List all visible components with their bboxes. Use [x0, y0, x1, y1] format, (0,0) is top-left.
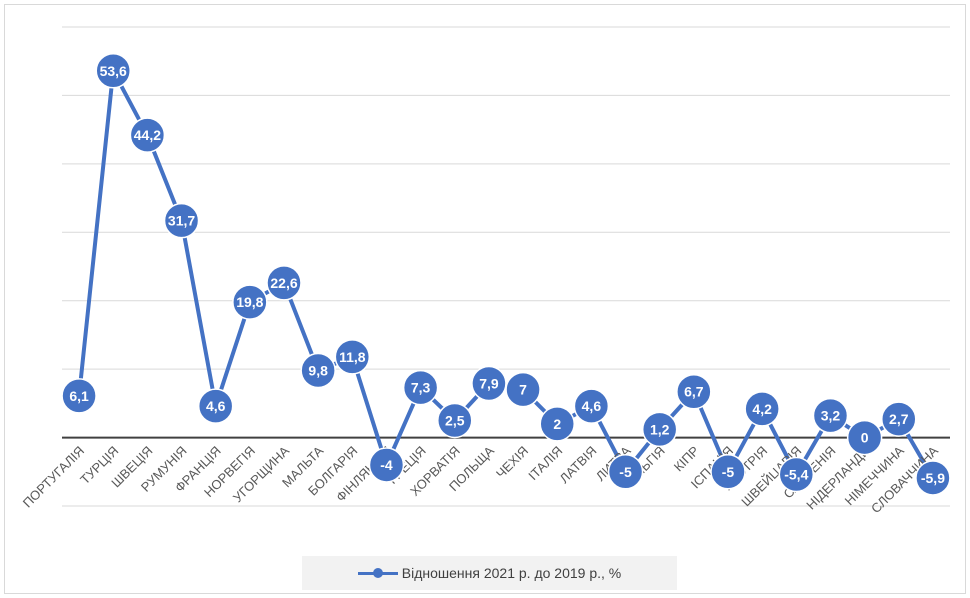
- data-point: [812, 397, 849, 434]
- data-label: -4: [380, 457, 393, 473]
- data-point: [915, 460, 951, 496]
- data-point: [744, 391, 780, 427]
- data-point: [197, 388, 234, 424]
- data-label: 6,7: [684, 384, 704, 400]
- data-point: [471, 365, 507, 402]
- data-label: 7,3: [411, 380, 431, 396]
- data-point: [95, 53, 131, 89]
- data-label: 1,2: [650, 421, 670, 437]
- legend-label: Відношення 2021 р. до 2019 р., %: [401, 565, 622, 581]
- data-label: -5: [619, 464, 632, 480]
- data-label: 4,2: [752, 401, 772, 417]
- data-label: 22,6: [270, 275, 297, 291]
- data-label: 53,6: [100, 63, 127, 79]
- data-label: 44,2: [134, 127, 161, 143]
- data-point: [607, 454, 644, 490]
- data-point: [232, 284, 268, 320]
- chart-frame: [4, 4, 966, 594]
- data-label: 4,6: [206, 398, 226, 414]
- data-label: 7,9: [479, 376, 499, 392]
- data-point: [846, 419, 883, 456]
- data-point: [129, 117, 166, 153]
- data-point: [334, 339, 371, 375]
- data-label: 11,8: [339, 349, 366, 365]
- x-tick-label: ЧЕХІЯ: [493, 443, 531, 481]
- x-tick-label: ЛАТВІЯ: [557, 443, 600, 486]
- x-tick-label: КІПР: [671, 443, 702, 474]
- data-label: 2,7: [889, 411, 909, 427]
- data-point: [881, 401, 917, 437]
- data-label: -5,4: [784, 467, 808, 483]
- data-label: -5: [722, 464, 735, 480]
- data-label: 0: [861, 430, 869, 446]
- data-label: 2: [553, 416, 561, 432]
- data-point: [505, 371, 541, 408]
- data-label: 2,5: [445, 412, 465, 428]
- data-point: [573, 388, 610, 424]
- legend: Відношення 2021 р. до 2019 р., %: [302, 556, 677, 590]
- data-point: [710, 454, 746, 490]
- data-point: [368, 447, 405, 483]
- data-label: 4,6: [582, 398, 602, 414]
- data-point: [437, 402, 473, 439]
- data-point: [676, 373, 712, 410]
- data-point: [266, 265, 302, 301]
- data-label: 7: [519, 382, 527, 398]
- data-label: -5,9: [921, 470, 945, 486]
- data-point: [778, 456, 815, 493]
- data-point: [539, 406, 575, 442]
- data-point: [402, 369, 439, 406]
- legend-line-marker-icon: [357, 566, 398, 580]
- data-point: [61, 378, 97, 414]
- data-point: [163, 202, 200, 239]
- data-point: [300, 352, 336, 389]
- data-label: 31,7: [168, 213, 195, 229]
- data-label: 6,1: [69, 388, 89, 404]
- data-point: [641, 411, 678, 448]
- data-label: 9,8: [308, 363, 328, 379]
- data-label: 19,8: [236, 294, 263, 310]
- data-label: 3,2: [821, 408, 841, 424]
